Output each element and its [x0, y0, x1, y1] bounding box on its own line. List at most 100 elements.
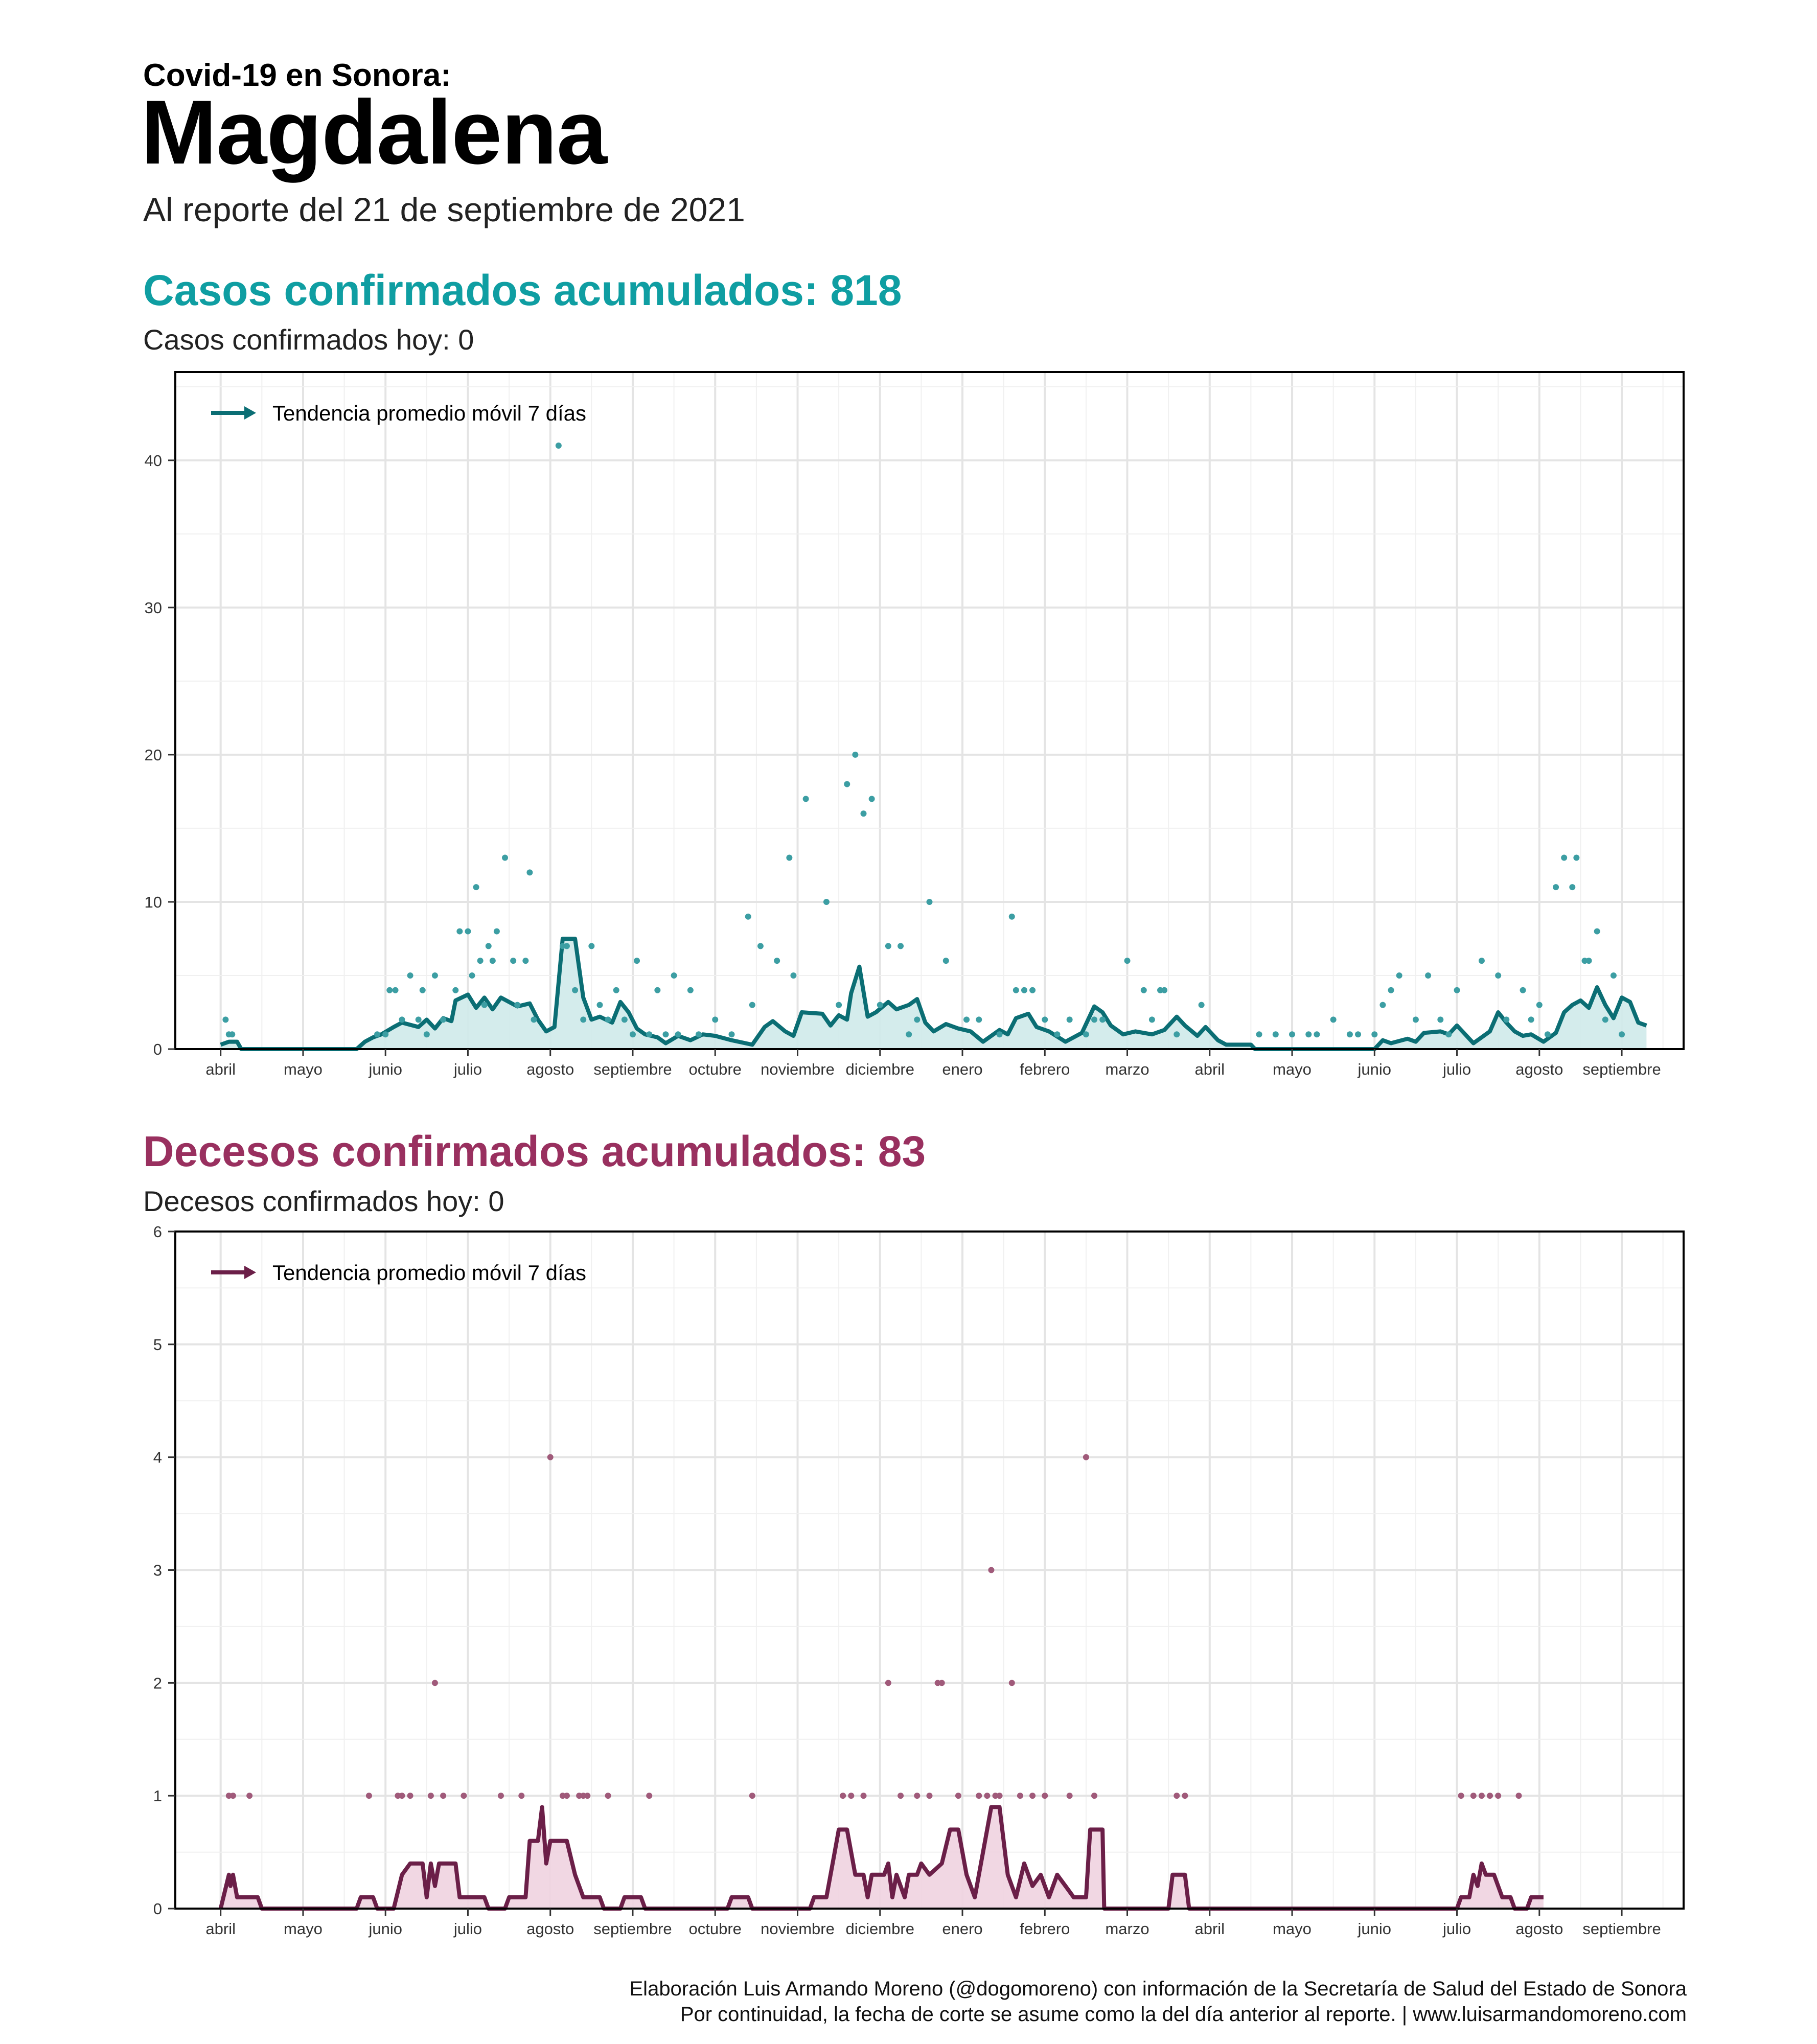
- y-tick-label: 5: [153, 1336, 162, 1354]
- data-point: [1054, 1031, 1061, 1038]
- data-point: [605, 1016, 611, 1023]
- data-point: [605, 1793, 611, 1799]
- data-point: [1042, 1793, 1048, 1799]
- data-point: [452, 987, 459, 993]
- data-point: [497, 1793, 504, 1799]
- data-point: [906, 1031, 912, 1038]
- data-point: [580, 1016, 587, 1023]
- x-tick-label: mayo: [284, 1060, 323, 1078]
- data-point: [489, 958, 496, 964]
- data-point: [246, 1793, 253, 1799]
- data-point: [646, 1031, 653, 1038]
- data-point: [522, 958, 529, 964]
- data-point: [423, 1031, 430, 1038]
- data-point: [976, 1016, 982, 1023]
- data-point: [1091, 1793, 1098, 1799]
- data-point: [510, 958, 517, 964]
- data-point: [502, 854, 509, 861]
- data-point: [1330, 1016, 1337, 1023]
- data-point: [988, 1567, 995, 1573]
- data-points: [225, 1454, 1522, 1799]
- data-point: [757, 943, 764, 949]
- trend-line: [218, 1805, 1544, 1911]
- data-point: [1379, 1002, 1386, 1008]
- y-tick-label: 10: [145, 893, 162, 911]
- data-point: [1272, 1031, 1279, 1038]
- data-point: [1305, 1031, 1312, 1038]
- x-tick-label: septiembre: [1582, 1060, 1661, 1078]
- data-points: [222, 443, 1625, 1038]
- x-tick-label: noviembre: [761, 1060, 835, 1078]
- deaths-chart: 0 1 2 3 4 5 6 abril mayo junio julio agosto septiemb…: [153, 1223, 1685, 1938]
- grid: [175, 1230, 1684, 1910]
- data-point: [926, 898, 933, 905]
- x-tick-label: agosto: [526, 1060, 574, 1078]
- data-point: [493, 928, 500, 935]
- data-point: [955, 1793, 961, 1799]
- x-tick-label: febrero: [1020, 1920, 1070, 1938]
- data-point: [1528, 1016, 1534, 1023]
- data-point: [1470, 1793, 1477, 1799]
- data-point: [407, 1793, 413, 1799]
- data-point: [563, 943, 570, 949]
- x-tick-label: febrero: [1020, 1060, 1070, 1078]
- data-point: [222, 1016, 229, 1023]
- x-tick-label: septiembre: [1582, 1920, 1661, 1938]
- data-point: [1371, 1031, 1378, 1038]
- data-point: [555, 443, 562, 449]
- data-point: [745, 913, 751, 920]
- data-point: [514, 1002, 521, 1008]
- data-point: [1445, 1031, 1452, 1038]
- data-point: [1029, 987, 1036, 993]
- y-tick-label: 1: [153, 1787, 162, 1805]
- y-tick-label: 0: [153, 1900, 162, 1918]
- data-point: [914, 1016, 921, 1023]
- x-tick-label: septiembre: [593, 1060, 672, 1078]
- data-point: [1161, 987, 1168, 993]
- x-tick-label: junio: [1358, 1920, 1392, 1938]
- data-point: [1425, 972, 1432, 979]
- deaths-today: Decesos confirmados hoy: 0: [143, 1185, 504, 1217]
- data-point: [885, 943, 891, 949]
- data-point: [802, 796, 809, 802]
- data-point: [365, 1793, 372, 1799]
- data-point: [1388, 987, 1394, 993]
- data-point: [1594, 928, 1600, 935]
- data-point: [1585, 958, 1592, 964]
- data-point: [749, 1002, 755, 1008]
- data-point: [926, 1793, 933, 1799]
- data-point: [671, 972, 677, 979]
- kicker: Covid-19 en Sonora:: [143, 58, 451, 93]
- data-point: [531, 1016, 537, 1023]
- data-point: [942, 958, 949, 964]
- data-point: [1561, 854, 1568, 861]
- data-point: [407, 972, 413, 979]
- data-point: [938, 1680, 945, 1686]
- data-point: [1091, 1016, 1098, 1023]
- cases-chart: 0 10 20 30 40 abril mayo junio julio agosto septie…: [145, 371, 1685, 1078]
- data-point: [1610, 972, 1617, 979]
- data-point: [898, 1793, 904, 1799]
- data-point: [382, 1031, 389, 1038]
- page-title: Magdalena: [141, 81, 607, 183]
- x-tick-label: julio: [1442, 1060, 1471, 1078]
- data-point: [419, 987, 426, 993]
- data-point: [563, 1793, 570, 1799]
- y-tick-label: 20: [145, 746, 162, 764]
- data-point: [1042, 1016, 1048, 1023]
- data-point: [1536, 1002, 1543, 1008]
- y-tick-label: 4: [153, 1449, 162, 1467]
- data-point: [1487, 1793, 1493, 1799]
- data-point: [473, 884, 479, 891]
- data-point: [1174, 1793, 1180, 1799]
- report-date: Al reporte del 21 de septiembre de 2021: [143, 191, 745, 228]
- data-point: [1099, 1016, 1106, 1023]
- data-point: [1454, 987, 1460, 993]
- x-tick-label: marzo: [1105, 1060, 1149, 1078]
- data-point: [588, 943, 595, 949]
- data-point: [229, 1793, 236, 1799]
- data-point: [695, 1031, 702, 1038]
- data-point: [1017, 1793, 1023, 1799]
- data-point: [1346, 1031, 1353, 1038]
- data-point: [898, 943, 904, 949]
